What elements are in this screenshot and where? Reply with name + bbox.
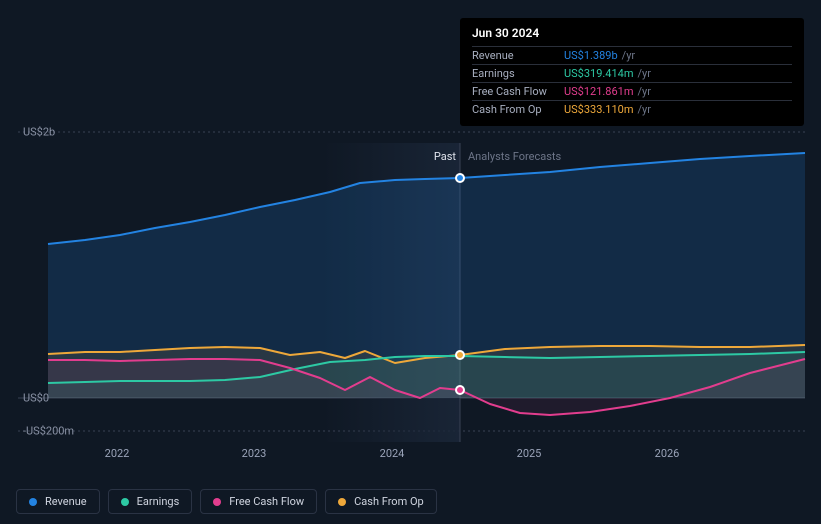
tooltip-metric-label: Earnings: [472, 67, 564, 80]
tooltip-metric-value: US$1.389b: [564, 49, 618, 62]
y-axis-label: US$0: [23, 392, 49, 405]
highlight-marker-dot: [457, 352, 463, 358]
tooltip-metric-unit: /yr: [638, 103, 651, 116]
legend-item[interactable]: Revenue: [16, 489, 100, 514]
legend-dot: [338, 498, 346, 506]
tooltip-row: Cash From OpUS$333.110m/yr: [472, 100, 792, 118]
legend-item[interactable]: Cash From Op: [325, 489, 437, 514]
legend-item[interactable]: Earnings: [108, 489, 193, 514]
tooltip-metric-label: Free Cash Flow: [472, 85, 564, 98]
tooltip-metric-unit: /yr: [622, 49, 635, 62]
tooltip-metric-value: US$333.110m: [564, 103, 634, 116]
tooltip-metric-label: Cash From Op: [472, 103, 564, 116]
tooltip-row: Free Cash FlowUS$121.861m/yr: [472, 82, 792, 100]
y-axis-label: -US$200m: [23, 425, 74, 438]
chart-legend: Revenue Earnings Free Cash Flow Cash From O…: [16, 489, 437, 514]
legend-label: Earnings: [137, 495, 180, 508]
legend-dot: [29, 498, 37, 506]
x-axis-label: 2023: [242, 447, 267, 460]
legend-label: Free Cash Flow: [229, 495, 304, 508]
legend-dot: [121, 498, 129, 506]
financial-chart: US$2b US$0 -US$200m 2022 2023 2024 2025 2026 P…: [0, 0, 821, 524]
legend-label: Revenue: [45, 495, 87, 508]
tooltip-metric-value: US$121.861m: [564, 85, 634, 98]
tooltip-metric-label: Revenue: [472, 49, 564, 62]
forecast-section-label: Analysts Forecasts: [468, 150, 561, 163]
tooltip-metric-unit: /yr: [638, 85, 651, 98]
highlight-marker-dot: [457, 175, 463, 181]
y-axis-label: US$2b: [23, 126, 55, 139]
tooltip-date: Jun 30 2024: [472, 26, 792, 40]
x-axis-label: 2022: [105, 447, 130, 460]
highlight-marker-dot: [457, 387, 463, 393]
chart-tooltip: Jun 30 2024 RevenueUS$1.389b/yrEarningsU…: [460, 18, 804, 126]
x-axis-label: 2024: [380, 447, 405, 460]
legend-label: Cash From Op: [354, 495, 424, 508]
tooltip-row: RevenueUS$1.389b/yr: [472, 46, 792, 64]
x-axis-label: 2025: [517, 447, 542, 460]
past-section-label: Past: [434, 150, 456, 163]
tooltip-metric-value: US$319.414m: [564, 67, 634, 80]
tooltip-metric-unit: /yr: [638, 67, 651, 80]
legend-item[interactable]: Free Cash Flow: [200, 489, 317, 514]
x-axis-label: 2026: [655, 447, 680, 460]
tooltip-row: EarningsUS$319.414m/yr: [472, 64, 792, 82]
legend-dot: [213, 498, 221, 506]
